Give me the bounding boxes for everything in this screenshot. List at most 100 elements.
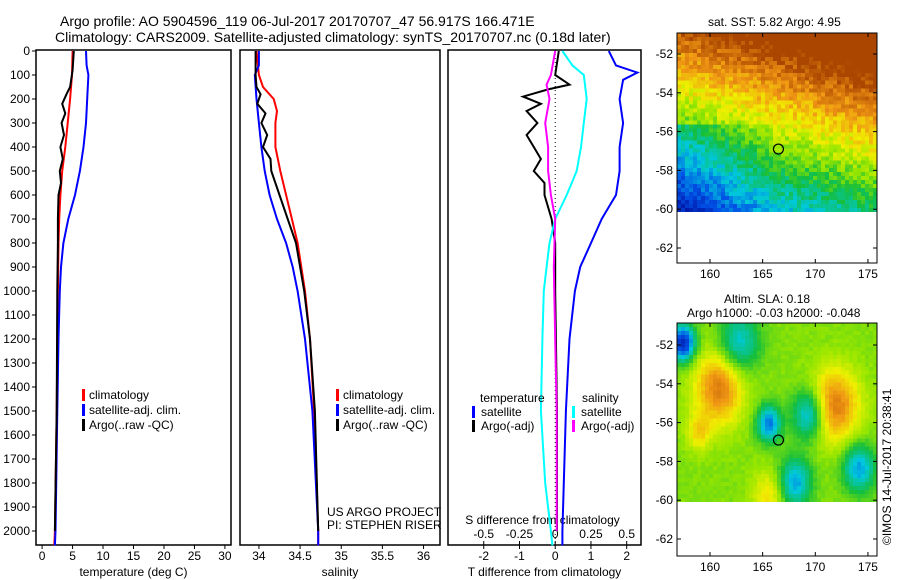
lat-tick-label: -54 [656, 377, 674, 391]
x-tick-label: 36 [417, 549, 431, 563]
lon-tick-label: 165 [753, 267, 773, 281]
x-tick-label: 1 [588, 549, 595, 563]
y-tick-label: 1000 [3, 284, 30, 298]
x-tick-label: 35.5 [371, 549, 395, 563]
y-tick-label: 100 [10, 68, 30, 82]
series-line-climatology [53, 50, 74, 546]
y-tick-label: 200 [10, 92, 30, 106]
x-tick-label: 30 [218, 549, 232, 563]
series-line-argo-raw-qc- [53, 50, 75, 532]
sla-map-subtitle: Argo h1000: -0.03 h2000: -0.048 [687, 306, 861, 320]
x-axis-label: T difference from climatology [468, 565, 622, 579]
lon-tick-label: 160 [700, 560, 720, 574]
plot-frame-0 [35, 49, 232, 546]
legend-heading-temperature: temperature [480, 391, 545, 405]
lat-tick-label: -60 [656, 202, 674, 216]
legend-label: climatology [343, 388, 403, 402]
sst-map [677, 33, 877, 212]
legend-swatch [82, 404, 85, 416]
lat-tick-label: -52 [656, 47, 674, 61]
x2-tick-label: -0.5 [473, 527, 494, 541]
lat-tick-label: -62 [656, 241, 674, 255]
series-line-t-satellite [561, 50, 640, 546]
series-line-s-argo-adj- [544, 50, 558, 531]
figure-title-line1: Argo profile: AO 5904596_119 06-Jul-2017… [60, 13, 535, 29]
x2-tick-label: 0.5 [618, 527, 635, 541]
lon-tick-label: 175 [858, 267, 878, 281]
lon-tick-label: 175 [858, 560, 878, 574]
x-tick-label: 34 [252, 549, 266, 563]
x-tick-label: 0 [39, 549, 46, 563]
y-tick-label: 700 [10, 212, 30, 226]
lat-tick-label: -54 [656, 86, 674, 100]
x2-tick-label: 0.25 [579, 527, 603, 541]
plot-frame-1 [239, 49, 441, 546]
project-annotation: PI: STEPHEN RISER [327, 518, 442, 532]
legend-label: satellite [481, 405, 522, 419]
project-annotation: US ARGO PROJECT [327, 505, 442, 519]
legend-swatch [472, 420, 475, 432]
y-tick-label: 800 [10, 236, 30, 250]
x-tick-label: 15 [127, 549, 141, 563]
legend-swatch [336, 389, 339, 401]
x-axis-label: salinity [322, 565, 359, 579]
x-tick-label: -1 [514, 549, 525, 563]
lon-tick-label: 160 [700, 267, 720, 281]
y-tick-label: 500 [10, 164, 30, 178]
y-tick-label: 600 [10, 188, 30, 202]
legend-label: satellite [581, 405, 622, 419]
sla-map [677, 323, 877, 502]
y-tick-label: 300 [10, 116, 30, 130]
lat-tick-label: -58 [656, 163, 674, 177]
figure-title-line2: Climatology: CARS2009. Satellite-adjuste… [55, 29, 611, 45]
y-tick-label: 1900 [3, 500, 30, 514]
x2-tick-label: 0 [552, 527, 559, 541]
x-tick-label: 5 [69, 549, 76, 563]
y-tick-label: 1400 [3, 380, 30, 394]
legend-swatch [572, 420, 575, 432]
y-tick-label: 0 [23, 44, 30, 58]
y-tick-label: 1600 [3, 428, 30, 442]
lon-tick-label: 165 [753, 560, 773, 574]
x-tick-label: 25 [188, 549, 202, 563]
legend-swatch [336, 419, 339, 431]
x-tick-label: 2 [623, 549, 630, 563]
legend-label: Argo(..raw -QC) [343, 418, 428, 432]
x-tick-label: -2 [478, 549, 489, 563]
y-tick-label: 900 [10, 260, 30, 274]
series-line-climatology [255, 50, 320, 546]
y-tick-label: 1700 [3, 452, 30, 466]
series-line-satellite-adj-clim- [253, 51, 320, 546]
x-tick-label: 35 [335, 549, 349, 563]
lat-tick-label: -58 [656, 454, 674, 468]
lat-tick-label: -56 [656, 125, 674, 139]
x-tick-label: 0 [552, 549, 559, 563]
lat-tick-label: -62 [656, 532, 674, 546]
legend-label: satellite-adj. clim. [343, 403, 435, 417]
series-line-s-satellite [539, 50, 588, 546]
x2-tick-label: -0.25 [506, 527, 534, 541]
lat-tick-label: -60 [656, 493, 674, 507]
y-tick-label: 1500 [3, 404, 30, 418]
y-tick-label: 2000 [3, 524, 30, 538]
legend-swatch [336, 404, 339, 416]
map-image [677, 323, 877, 502]
lon-tick-label: 170 [805, 560, 825, 574]
legend-label: satellite-adj. clim. [89, 403, 181, 417]
y-tick-label: 1100 [4, 308, 30, 322]
lat-tick-label: -56 [656, 416, 674, 430]
x-tick-label: 20 [157, 549, 171, 563]
sst-map-title: sat. SST: 5.82 Argo: 4.95 [708, 15, 841, 29]
legend-swatch [472, 406, 475, 418]
y-tick-label: 1800 [3, 476, 30, 490]
legend-label: Argo(-adj) [481, 419, 534, 433]
y-tick-label: 400 [10, 140, 30, 154]
legend-swatch [82, 419, 85, 431]
legend-swatch [572, 406, 575, 418]
x-tick-label: 10 [96, 549, 110, 563]
sla-map-title: Altim. SLA: 0.18 [724, 292, 811, 306]
lon-tick-label: 170 [805, 267, 825, 281]
legend-label: climatology [89, 388, 149, 402]
series-line-satellite-adj-clim- [53, 50, 90, 546]
